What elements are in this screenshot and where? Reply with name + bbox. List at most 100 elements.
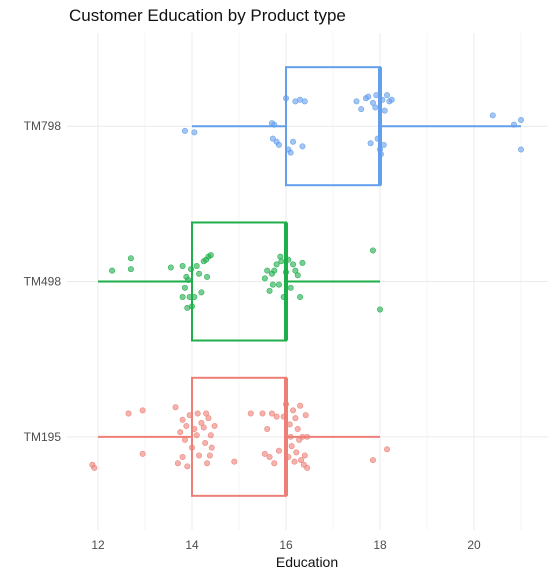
data-point	[202, 440, 209, 447]
data-point	[285, 454, 292, 461]
data-point	[194, 410, 201, 417]
data-point	[186, 412, 193, 419]
data-point	[196, 452, 203, 459]
data-point	[271, 121, 278, 128]
data-point	[264, 267, 271, 274]
data-point	[376, 306, 383, 313]
data-point	[91, 464, 98, 471]
data-point	[207, 432, 214, 439]
data-point	[200, 424, 207, 431]
data-point	[183, 422, 190, 429]
x-tick-label: 20	[467, 538, 481, 552]
boxplot-tm195	[89, 376, 391, 497]
data-point	[380, 141, 387, 148]
data-point	[207, 252, 214, 259]
axis-labels: 12 14 16 18 20 TM195 TM498 TM798	[24, 119, 481, 552]
data-point	[372, 104, 379, 111]
data-point	[290, 138, 297, 145]
x-tick-label: 18	[373, 538, 387, 552]
data-point	[388, 96, 395, 103]
data-point	[369, 247, 376, 254]
data-point	[294, 272, 301, 279]
boxplot-tm798	[181, 66, 524, 187]
data-point	[271, 267, 278, 274]
data-point	[287, 433, 294, 440]
data-point	[288, 443, 295, 450]
data-point	[282, 269, 289, 276]
data-point	[299, 143, 306, 150]
data-point	[179, 416, 186, 423]
data-point	[198, 419, 205, 426]
data-point	[287, 149, 294, 156]
data-point	[292, 267, 299, 274]
data-point	[275, 447, 282, 454]
x-axis-title: Education	[276, 554, 338, 570]
data-point	[189, 444, 196, 451]
data-point	[290, 407, 297, 414]
y-tick-label: TM195	[24, 430, 62, 444]
data-point	[298, 457, 305, 464]
data-point	[203, 410, 210, 417]
data-point	[198, 289, 205, 296]
data-point	[204, 460, 211, 467]
data-point	[179, 294, 186, 301]
data-point	[278, 258, 285, 265]
data-point	[517, 116, 524, 123]
data-point	[282, 95, 289, 102]
data-point	[268, 410, 275, 417]
data-point	[304, 464, 311, 471]
data-point	[191, 294, 198, 301]
data-point	[188, 266, 195, 273]
data-point	[185, 276, 192, 283]
data-point	[384, 92, 391, 99]
data-point	[109, 267, 116, 274]
x-tick-label: 14	[185, 538, 199, 552]
data-point	[191, 426, 198, 433]
data-point	[293, 449, 300, 456]
data-point	[211, 422, 218, 429]
data-point	[291, 458, 298, 465]
data-point	[247, 410, 254, 417]
data-point	[125, 410, 132, 417]
data-point	[301, 98, 308, 105]
data-point	[286, 421, 293, 428]
y-tick-label: TM498	[24, 275, 62, 289]
data-point	[517, 146, 524, 153]
data-point	[193, 262, 200, 269]
data-point	[189, 303, 196, 310]
data-point	[259, 410, 266, 417]
data-point	[353, 98, 360, 105]
data-point	[275, 281, 282, 288]
data-point	[280, 294, 287, 301]
data-point	[167, 264, 174, 271]
data-point	[510, 121, 517, 128]
data-point	[264, 426, 271, 433]
data-point	[266, 454, 273, 461]
data-point	[261, 275, 268, 282]
data-point	[358, 106, 365, 113]
data-point	[204, 273, 211, 280]
data-point	[294, 426, 301, 433]
data-point	[208, 444, 215, 451]
data-point	[377, 151, 384, 158]
data-point	[299, 259, 306, 266]
boxplot-tm498	[98, 221, 383, 342]
data-point	[273, 413, 280, 420]
data-point	[179, 262, 186, 269]
data-point	[206, 452, 213, 459]
data-point	[271, 460, 278, 467]
data-point	[193, 432, 200, 439]
data-point	[304, 433, 311, 440]
data-point	[127, 255, 134, 262]
data-point	[297, 294, 304, 301]
data-point	[139, 450, 146, 457]
data-point	[181, 127, 188, 134]
data-point	[174, 460, 181, 467]
data-point	[285, 256, 292, 263]
data-point	[139, 407, 146, 414]
data-point	[369, 457, 376, 464]
data-point	[181, 284, 188, 291]
y-tick-label: TM798	[24, 119, 62, 133]
data-point	[231, 458, 238, 465]
